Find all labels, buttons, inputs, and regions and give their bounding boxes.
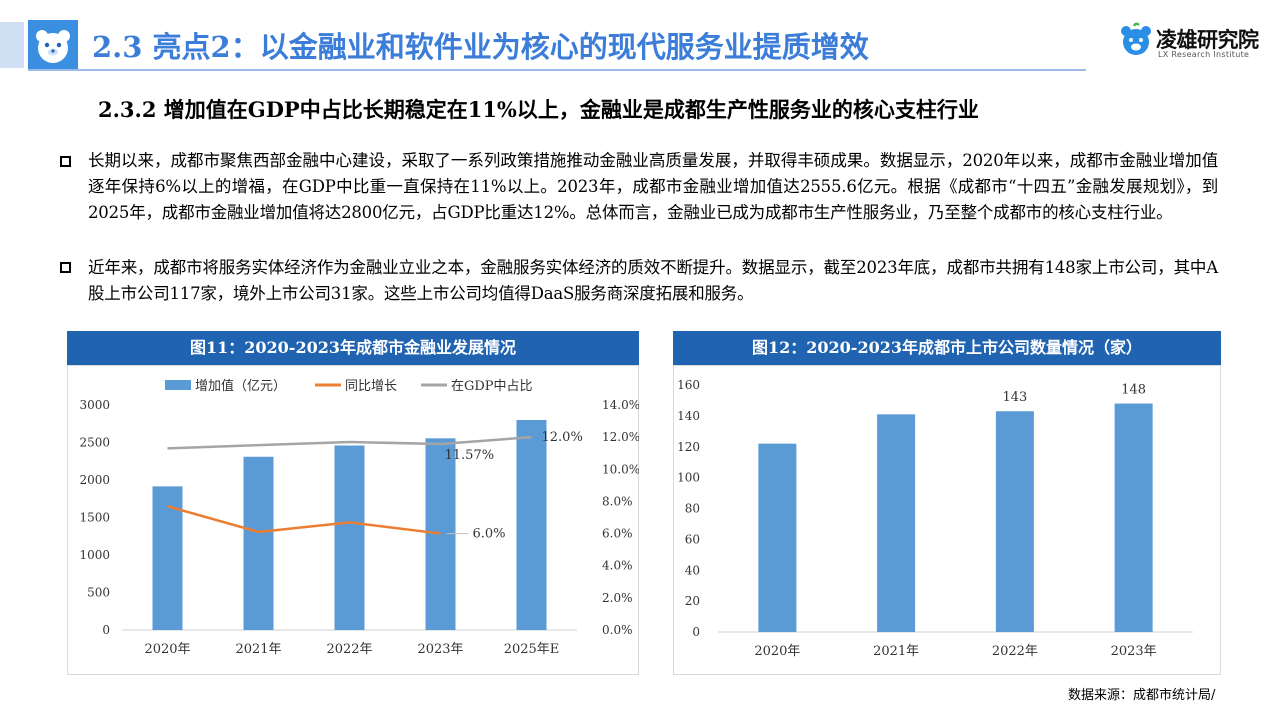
chart2-listed-companies: 0 20 40 60 80 100 120 140 160 143 148 2020年 2021年 202… <box>677 378 1193 659</box>
chart1-title: 图11：2020-2023年成都市金融业发展情况 <box>67 331 639 365</box>
section-subtitle: 2.3.2 增加值在GDP中占比长期稳定在11%以上，金融业是成都生产性服务业的… <box>98 97 979 122</box>
data-label-gdp-share: 11.57% <box>445 448 495 463</box>
x-tick-label: 2021年 <box>235 642 281 657</box>
y-tick: 100 <box>677 471 700 485</box>
y-tick-left: 0 <box>102 623 110 637</box>
x-tick-label: 2023年 <box>417 642 463 657</box>
y-tick: 20 <box>685 594 700 608</box>
x-tick-label: 2025年E <box>504 642 560 657</box>
y-tick-right: 14.0% <box>602 398 639 412</box>
y-tick-right: 12.0% <box>602 430 639 444</box>
y-tick: 60 <box>685 532 700 546</box>
y-tick-left: 1000 <box>79 548 110 562</box>
paragraph-finance: 长期以来，成都市聚焦西部金融中心建设，采取了一系列政策措施推动金融业高质量发展，… <box>88 151 1218 222</box>
brand-english-name: LX Research Institute <box>1158 50 1250 59</box>
x-tick-label: 2021年 <box>873 644 919 659</box>
brand-name: 凌雄研究院 <box>1156 28 1259 52</box>
chart1-finance-development: 增加值（亿元） 同比增长 在GDP中占比 0 500 1000 1500 2000 2500 30… <box>79 378 639 657</box>
bar-listed-companies <box>877 414 916 632</box>
y-tick: 0 <box>692 625 700 639</box>
chart2-panel <box>673 365 1221 675</box>
x-tick-label: 2020年 <box>144 642 190 657</box>
header-accent-bar <box>0 22 24 68</box>
y-tick-right: 2.0% <box>602 591 633 605</box>
paragraph-listed-companies: 近年来，成都市将服务实体经济作为金融业立业之本，金融服务实体经济的质效不断提升。… <box>88 258 1218 303</box>
data-label-growth: 6.0% <box>473 527 506 542</box>
bar-value-added <box>334 445 365 630</box>
header-divider <box>28 69 1086 71</box>
y-tick-left: 2000 <box>79 473 110 487</box>
y-tick-right: 0.0% <box>602 623 633 637</box>
brand-bear-logo-icon <box>1121 22 1151 55</box>
x-tick-label: 2020年 <box>754 644 800 659</box>
bullet-square-icon <box>60 156 71 167</box>
bar-listed-companies <box>1114 403 1153 632</box>
y-tick-left: 500 <box>87 586 110 600</box>
x-tick-label: 2023年 <box>1111 644 1157 659</box>
bar-value-added <box>243 456 274 630</box>
data-source: 数据来源：成都市统计局/ <box>1068 688 1216 703</box>
y-tick-right: 4.0% <box>602 559 633 573</box>
chart1-panel <box>67 365 639 675</box>
data-label: 148 <box>1121 383 1146 398</box>
line-gdp-share <box>167 435 532 450</box>
y-tick: 80 <box>685 502 700 516</box>
y-tick: 160 <box>677 378 700 392</box>
x-tick-label: 2022年 <box>326 642 372 657</box>
y-tick-right: 6.0% <box>602 527 633 541</box>
bar-value-added <box>425 438 456 630</box>
legend-swatch-bar <box>165 380 191 390</box>
y-tick-left: 3000 <box>79 398 110 412</box>
bar-listed-companies <box>758 443 797 632</box>
data-label-gdp-share: 12.0% <box>542 430 583 445</box>
y-tick-right: 8.0% <box>602 494 633 508</box>
y-tick: 120 <box>677 440 700 454</box>
y-tick-left: 2500 <box>79 436 110 450</box>
y-tick-right: 10.0% <box>602 462 639 476</box>
bar-listed-companies <box>995 411 1034 632</box>
y-tick-left: 1500 <box>79 511 110 525</box>
bar-value-added <box>516 420 547 630</box>
page-title: 2.3 亮点2：以金融业和软件业为核心的现代服务业提质增效 <box>92 30 869 64</box>
bullet-square-icon <box>60 262 71 273</box>
bear-mascot-icon <box>28 20 78 70</box>
x-tick-label: 2022年 <box>992 644 1038 659</box>
line-yoy-growth <box>167 505 441 535</box>
y-tick: 40 <box>685 563 700 577</box>
legend-label: 增加值（亿元） <box>195 378 286 394</box>
legend-label: 同比增长 <box>345 379 397 394</box>
chart2-title: 图12：2020-2023年成都市上市公司数量情况（家） <box>673 331 1221 365</box>
y-tick: 140 <box>677 409 700 423</box>
legend-label: 在GDP中占比 <box>451 379 533 394</box>
data-label: 143 <box>1002 390 1027 405</box>
